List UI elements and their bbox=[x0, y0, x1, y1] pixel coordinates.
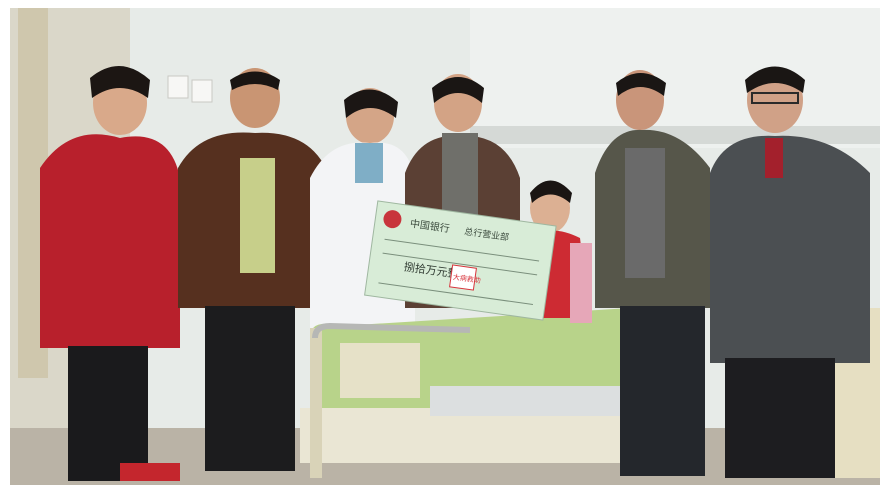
person-red-coat bbox=[40, 65, 180, 481]
light-switch bbox=[167, 75, 189, 99]
donation-cheque: 中国银行 总行营业部 捌拾万元整 大病救助 bbox=[364, 200, 557, 321]
light-switch-2 bbox=[191, 79, 213, 103]
person-glasses bbox=[710, 66, 870, 478]
person-olive-jacket bbox=[595, 70, 710, 476]
hospital-bed bbox=[300, 180, 650, 478]
cheque-stamp: 大病救助 bbox=[452, 272, 481, 285]
person-brown-jacket bbox=[178, 68, 328, 471]
right-wall bbox=[470, 8, 880, 148]
photo: 中国银行 总行营业部 捌拾万元整 大病救助 bbox=[10, 8, 880, 485]
